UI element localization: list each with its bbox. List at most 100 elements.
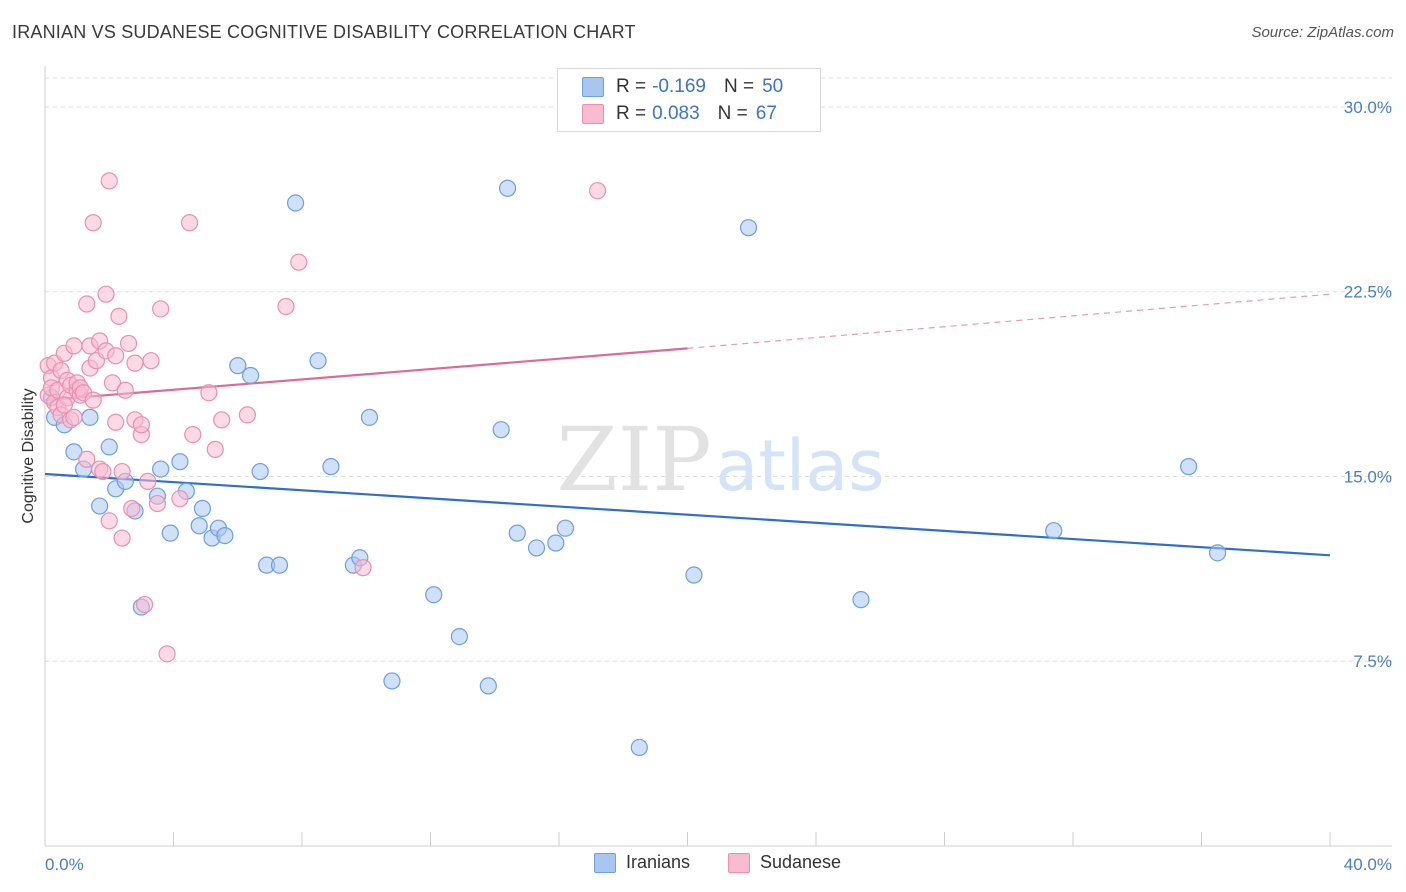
point-sudanese	[100, 172, 118, 190]
tick-labels: 7.5% 15.0% 22.5% 30.0% 0.0% 40.0%	[45, 98, 1392, 874]
point-iranians	[527, 539, 546, 557]
point-iranians	[286, 194, 305, 212]
point-sudanese	[100, 512, 118, 530]
legend-n-value: 67	[755, 103, 777, 124]
point-iranians	[547, 534, 565, 552]
point-sudanese	[290, 253, 308, 271]
point-sudanese	[94, 462, 112, 481]
point-sudanese	[107, 347, 125, 365]
legend-swatch-sudanese	[728, 852, 750, 873]
trend-line-extension-sudanese	[687, 293, 1331, 349]
y-tick-label: 7.5%	[1353, 652, 1392, 671]
point-sudanese	[103, 374, 122, 392]
legend-item-iranians[interactable]: Iranians	[594, 852, 690, 873]
point-sudanese	[55, 396, 73, 414]
point-iranians	[360, 408, 379, 426]
legend-r-value: -0.169	[652, 76, 706, 97]
x-tick-label: 40.0%	[1344, 855, 1392, 874]
legend-n-value: 50	[762, 76, 784, 97]
legend-row-iranians: R = -0.169 N = 50	[582, 74, 783, 100]
point-sudanese	[113, 462, 131, 481]
stats-legend: R = -0.169 N = 50 R = 0.083 N = 67	[557, 68, 821, 132]
x-tick-label: 0.0%	[45, 855, 84, 874]
point-sudanese	[277, 297, 295, 316]
data-points	[39, 172, 1227, 757]
legend-label-sudanese: Sudanese	[760, 852, 842, 872]
point-sudanese	[135, 595, 154, 614]
legend-row-sudanese: R = 0.083 N = 67	[582, 101, 777, 127]
point-sudanese	[158, 645, 176, 663]
legend-label-iranians: Iranians	[626, 852, 691, 872]
source-label: Source: ZipAtlas.com	[1251, 24, 1394, 41]
watermark-zip: ZIP	[556, 408, 711, 511]
point-sudanese	[97, 285, 115, 303]
trend-lines	[44, 293, 1331, 557]
point-sudanese	[142, 352, 160, 370]
legend-swatch-sudanese	[582, 104, 604, 124]
point-sudanese	[184, 425, 202, 444]
point-iranians	[425, 586, 443, 604]
legend-r-label: R =	[616, 76, 647, 97]
legend-swatch-iranians	[594, 852, 616, 873]
point-iranians	[270, 556, 289, 574]
point-iranians	[1180, 458, 1198, 476]
point-iranians	[1208, 544, 1227, 562]
series-legend: Iranians Sudanese	[0, 852, 1406, 876]
point-iranians	[1045, 522, 1063, 540]
point-sudanese	[113, 529, 131, 547]
point-iranians	[242, 366, 260, 385]
point-sudanese	[132, 416, 150, 434]
legend-r-value: 0.083	[652, 103, 700, 124]
point-sudanese	[107, 413, 125, 431]
point-sudanese	[78, 295, 96, 313]
trend-line-iranians	[44, 472, 1331, 557]
point-sudanese	[139, 472, 157, 491]
watermark: ZIP atlas	[556, 408, 884, 511]
point-sudanese	[84, 391, 102, 409]
watermark-atlas: atlas	[715, 425, 884, 507]
point-iranians	[499, 179, 517, 197]
point-sudanese	[152, 300, 170, 318]
legend-r-label: R =	[616, 103, 647, 124]
point-sudanese	[148, 494, 167, 513]
point-iranians	[852, 591, 870, 609]
point-sudanese	[65, 337, 83, 355]
legend-item-sudanese[interactable]: Sudanese	[728, 852, 841, 873]
legend-n-label: N =	[723, 76, 755, 97]
point-sudanese	[116, 381, 134, 399]
legend-n-label: N =	[717, 103, 748, 124]
point-sudanese	[200, 384, 218, 402]
point-iranians	[322, 458, 340, 476]
point-iranians	[739, 219, 758, 237]
point-sudanese	[588, 182, 607, 200]
axes	[44, 66, 1392, 847]
point-sudanese	[123, 499, 141, 518]
point-iranians	[685, 566, 703, 584]
point-iranians	[100, 438, 118, 456]
point-sudanese	[65, 408, 83, 426]
point-sudanese	[171, 490, 189, 508]
point-iranians	[309, 352, 327, 370]
point-iranians	[81, 408, 99, 426]
point-iranians	[91, 497, 109, 515]
point-sudanese	[78, 450, 96, 468]
trend-line-sudanese	[44, 347, 688, 402]
point-iranians	[161, 524, 179, 542]
y-tick-label: 22.5%	[1344, 283, 1392, 302]
point-sudanese	[206, 440, 224, 458]
point-sudanese	[180, 214, 199, 232]
legend-swatch-iranians	[582, 77, 604, 97]
point-sudanese	[110, 307, 128, 325]
point-iranians	[229, 357, 247, 375]
point-iranians	[479, 677, 497, 695]
y-tick-label: 15.0%	[1344, 467, 1392, 486]
point-iranians	[152, 460, 170, 478]
point-sudanese	[119, 334, 138, 353]
point-iranians	[450, 628, 469, 646]
point-iranians	[171, 453, 189, 471]
point-iranians	[65, 443, 83, 461]
point-sudanese	[354, 559, 372, 577]
point-iranians	[251, 462, 269, 481]
point-iranians	[193, 499, 212, 518]
